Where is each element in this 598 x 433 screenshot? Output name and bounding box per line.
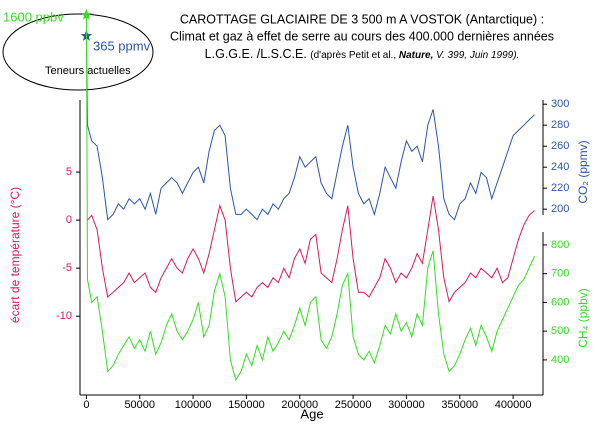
subtitle-part: L.G.G.E. /L.S.C.E. — [205, 47, 311, 61]
x-tick-label: 200000 — [281, 399, 318, 411]
y3-axis-label: CH₄ (ppbv) — [576, 288, 590, 348]
y3-tick-label: 600 — [551, 296, 569, 308]
x-axis-label: Age — [300, 406, 323, 421]
x-tick-label: 300000 — [388, 399, 425, 411]
title: CAROTTAGE GLACIAIRE DE 3 500 m A VOSTOK … — [180, 12, 544, 26]
subtitle-part: (d'après Petit et al., — [310, 50, 399, 61]
annotation-ellipse — [2, 13, 154, 91]
present-marker — [80, 8, 93, 20]
y2-tick-label: 220 — [551, 182, 569, 194]
y2-axis-label: CO₂ (ppmv) — [576, 140, 590, 203]
y2-tick-label: 280 — [551, 119, 569, 131]
series-line — [85, 14, 535, 382]
y2-tick-label: 200 — [551, 203, 569, 215]
y-tick-label: 0 — [66, 214, 72, 226]
y3-tick-label: 800 — [551, 239, 569, 251]
y2-tick-label: 300 — [551, 98, 569, 110]
subtitle-part: Nature, — [399, 50, 433, 61]
x-tick-label: 150000 — [228, 399, 265, 411]
series-line — [85, 35, 535, 221]
x-tick-label: 400000 — [495, 399, 532, 411]
series-line — [87, 196, 535, 304]
annotation: 1600 ppbv — [3, 9, 64, 24]
y-tick-label: 5 — [66, 166, 72, 178]
y-tick-label: -10 — [56, 310, 72, 322]
x-tick-label: 250000 — [335, 399, 372, 411]
y-axis-label: écart de température (°C) — [8, 187, 22, 323]
y-tick-label: -5 — [62, 262, 72, 274]
y3-tick-label: 500 — [551, 325, 569, 337]
y3-tick-label: 700 — [551, 268, 569, 280]
x-tick-label: 50000 — [124, 399, 155, 411]
subtitle: L.G.G.E. /L.S.C.E. (d'après Petit et al.… — [205, 47, 520, 61]
annotation: Teneurs actuelles — [45, 65, 131, 77]
x-tick-label: 100000 — [175, 399, 212, 411]
subtitle-part: V. 399, Juin 1999). — [433, 50, 519, 61]
annotation: 365 ppmv — [93, 38, 151, 53]
y2-tick-label: 260 — [551, 140, 569, 152]
y2-tick-label: 240 — [551, 161, 569, 173]
y3-tick-label: 400 — [551, 354, 569, 366]
x-tick-label: 0 — [83, 399, 89, 411]
x-tick-label: 350000 — [441, 399, 478, 411]
title: Climat et gaz à effet de serre au cours … — [170, 29, 554, 43]
